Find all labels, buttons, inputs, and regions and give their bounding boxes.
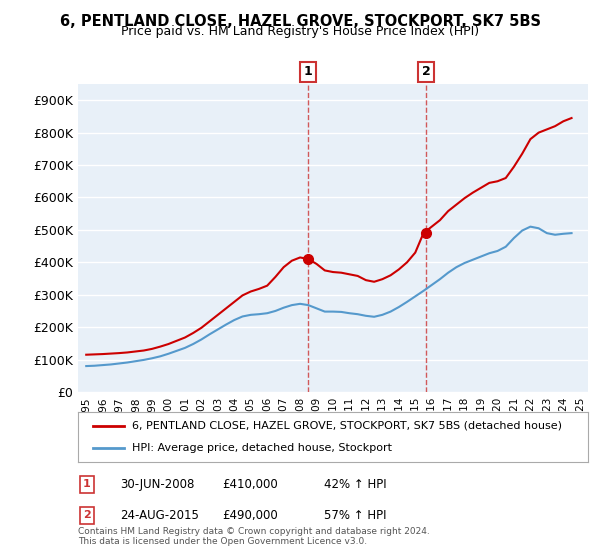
Text: 6, PENTLAND CLOSE, HAZEL GROVE, STOCKPORT, SK7 5BS (detached house): 6, PENTLAND CLOSE, HAZEL GROVE, STOCKPOR… — [131, 421, 562, 431]
Text: 57% ↑ HPI: 57% ↑ HPI — [324, 508, 386, 522]
Text: 30-JUN-2008: 30-JUN-2008 — [120, 478, 194, 491]
Text: 42% ↑ HPI: 42% ↑ HPI — [324, 478, 386, 491]
Text: 24-AUG-2015: 24-AUG-2015 — [120, 508, 199, 522]
Text: 2: 2 — [422, 66, 430, 78]
Text: HPI: Average price, detached house, Stockport: HPI: Average price, detached house, Stoc… — [131, 443, 392, 453]
Text: 2: 2 — [83, 510, 91, 520]
Text: 1: 1 — [304, 66, 313, 78]
Text: £490,000: £490,000 — [222, 508, 278, 522]
Text: Contains HM Land Registry data © Crown copyright and database right 2024.
This d: Contains HM Land Registry data © Crown c… — [78, 526, 430, 546]
Text: Price paid vs. HM Land Registry's House Price Index (HPI): Price paid vs. HM Land Registry's House … — [121, 25, 479, 38]
Text: 1: 1 — [83, 479, 91, 489]
Text: £410,000: £410,000 — [222, 478, 278, 491]
Text: 6, PENTLAND CLOSE, HAZEL GROVE, STOCKPORT, SK7 5BS: 6, PENTLAND CLOSE, HAZEL GROVE, STOCKPOR… — [59, 14, 541, 29]
